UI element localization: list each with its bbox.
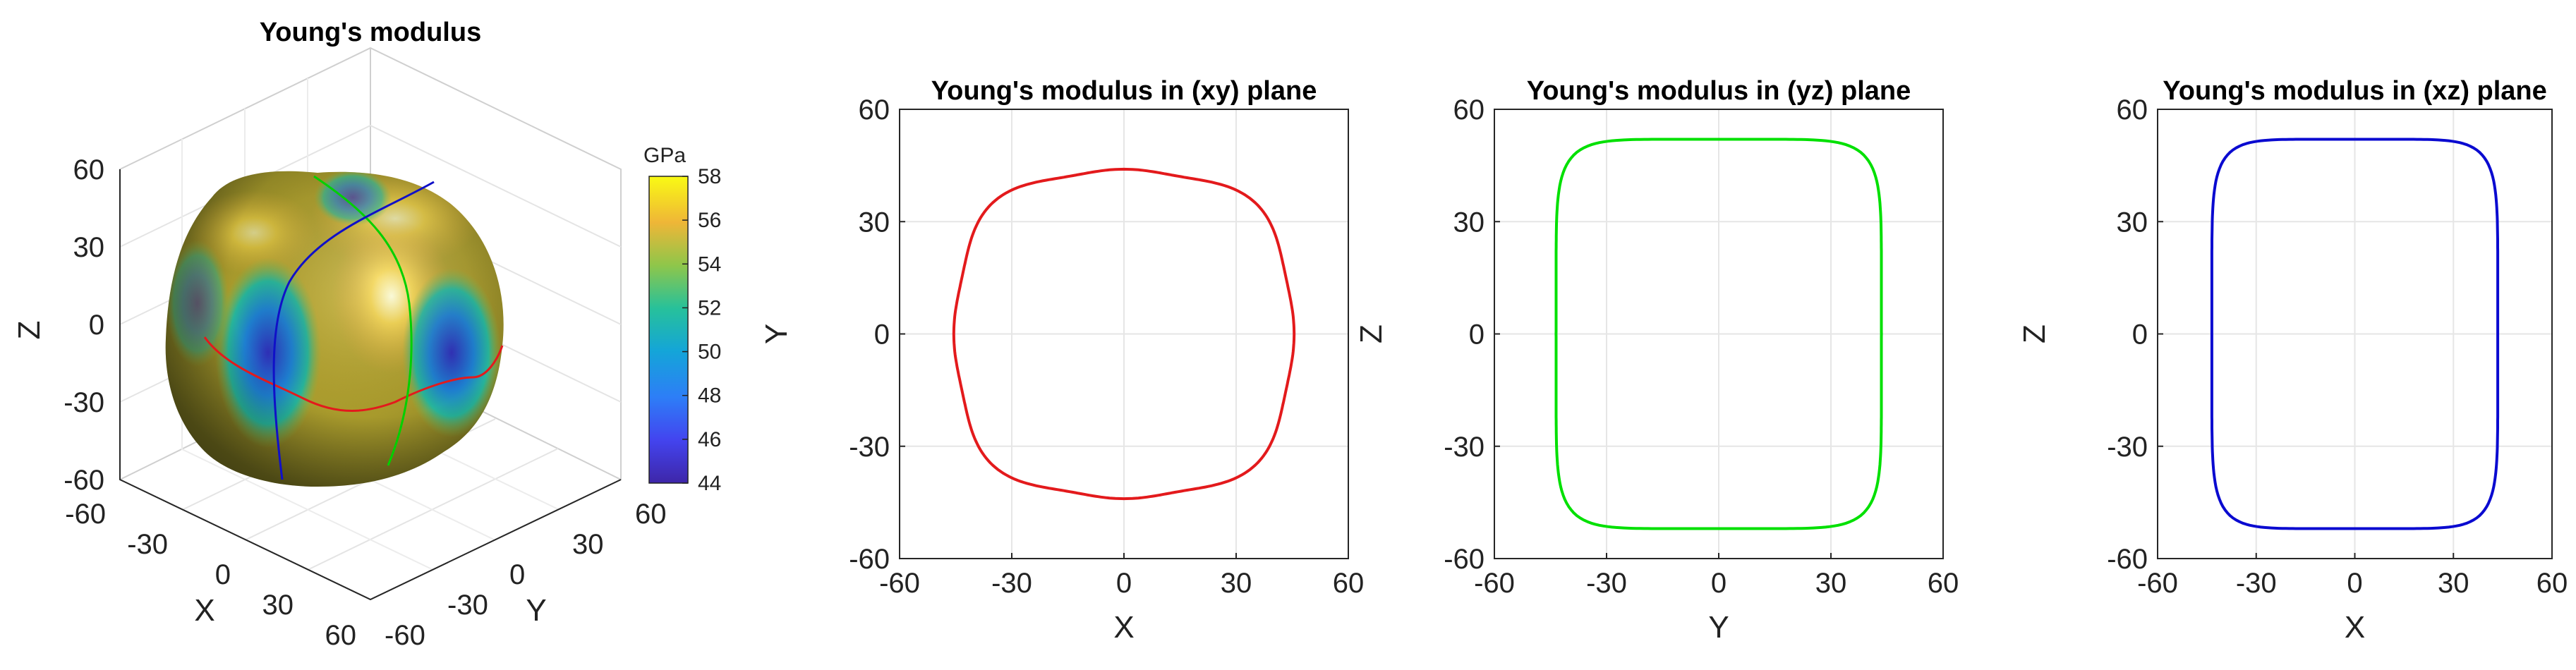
- colorbar-tick-label: 58: [698, 165, 721, 188]
- x-tick-label: -30: [2236, 568, 2277, 599]
- y-tick-label: -30: [2107, 432, 2148, 463]
- x-tick-label: 0: [1711, 568, 1727, 599]
- x-axis-label: X: [1113, 610, 1134, 645]
- y-tick-label: 60: [859, 95, 890, 126]
- y-tick-label: 30: [572, 529, 604, 560]
- y-axis-ticks: -60 -30 0 30 60: [385, 499, 667, 651]
- colorbar-gradient: [648, 176, 689, 484]
- box-front-edges: [119, 169, 622, 601]
- colorbar-tick-label: 44: [698, 472, 721, 495]
- colorbar-tick-label: 48: [698, 384, 721, 408]
- y-tick-label: 0: [874, 319, 890, 351]
- x-tick-label: 30: [1815, 568, 1847, 599]
- x-tick-label: 0: [2347, 568, 2362, 599]
- colorbar-tick-label: 54: [698, 252, 721, 276]
- panel-title: Young's modulus in (xz) plane: [2163, 76, 2547, 106]
- panel-yz-plane: -60 -30 0 30 60 60 30 0 -30 -60 Y Z Young's modulus …: [1354, 76, 1959, 645]
- z-tick-label: 0: [89, 310, 104, 341]
- y-tick-label: 30: [2117, 207, 2148, 238]
- y-tick-label: -60: [849, 544, 890, 575]
- z-tick-label: 30: [73, 232, 105, 263]
- y-axis-label: Y: [759, 324, 794, 344]
- x-tick-label: -30: [127, 529, 168, 560]
- z-axis-ticks: 60 30 0 -30 -60: [64, 154, 104, 496]
- x-tick-label: 60: [325, 620, 357, 651]
- panel-title: Young's modulus in (xy) plane: [931, 76, 1317, 106]
- panel-xz-plane: -60 -30 0 30 60 60 30 0 -30 -60 X Z Young's modulus …: [2017, 76, 2568, 645]
- x-tick-label: 60: [2536, 568, 2568, 599]
- modulus-curve: [1554, 138, 1883, 530]
- x-axis-ticks: -60 -30 0 30 60: [65, 499, 356, 651]
- panel-3d: Young's modulus: [12, 18, 721, 651]
- y-tick-label: 30: [1453, 207, 1485, 238]
- y-tick-label: 0: [2132, 319, 2148, 351]
- colorbar: GPa 58 56 54 52 50 48 46 44: [643, 144, 721, 495]
- colorbar-tick-label: 50: [698, 341, 721, 364]
- colorbar-tick-label: 46: [698, 428, 721, 451]
- x-tick-label: -60: [1474, 568, 1515, 599]
- y-tick-label: -30: [849, 432, 890, 463]
- modulus-curve: [952, 167, 1296, 501]
- y-tick-label: 60: [635, 499, 667, 530]
- y-tick-label: -60: [2107, 544, 2148, 575]
- x-tick-label: -60: [65, 499, 106, 530]
- x-tick-label: 30: [2438, 568, 2469, 599]
- x-tick-label: -30: [991, 568, 1032, 599]
- z-tick-label: 60: [73, 154, 105, 185]
- x-tick-label: -60: [879, 568, 920, 599]
- y-axis-label: Y: [526, 593, 546, 628]
- x-tick-label: -30: [1586, 568, 1627, 599]
- y-tick-label: 0: [1469, 319, 1484, 351]
- panel-title: Young's modulus in (yz) plane: [1527, 76, 1911, 106]
- xz-plane-curve: [272, 181, 435, 480]
- y-tick-label: -60: [385, 620, 425, 651]
- x-axis-label: X: [194, 593, 214, 628]
- x-tick-label: 0: [1116, 568, 1132, 599]
- x-tick-label: 30: [1221, 568, 1252, 599]
- y-tick-label: -30: [1444, 432, 1484, 463]
- xy-plane-curve: [203, 336, 504, 412]
- y-axis-label: Z: [2017, 324, 2052, 343]
- x-tick-label: 60: [1333, 568, 1365, 599]
- modulus-curve: [2210, 138, 2500, 530]
- y-tick-label: 0: [509, 559, 525, 590]
- x-tick-label: 60: [1928, 568, 1959, 599]
- z-axis-label: Z: [12, 321, 47, 340]
- x-tick-label: 0: [215, 559, 231, 590]
- y-tick-label: 30: [859, 207, 890, 238]
- yz-plane-curve: [313, 175, 413, 466]
- y-axis-label: Z: [1354, 324, 1389, 343]
- panel-xy-plane: -60 -30 0 30 60 60 30 0 -30 -60 X Y Young's modulus …: [759, 76, 1364, 645]
- y-tick-label: -30: [447, 590, 488, 621]
- x-tick-label: -60: [2137, 568, 2178, 599]
- x-axis-label: X: [2345, 610, 2365, 645]
- youngs-modulus-surface: [165, 171, 504, 487]
- y-tick-label: 60: [2117, 95, 2148, 126]
- colorbar-unit: GPa: [643, 144, 686, 167]
- colorbar-tick-label: 52: [698, 296, 721, 319]
- panel-3d-title: Young's modulus: [260, 18, 481, 47]
- z-tick-label: -60: [64, 465, 104, 496]
- z-tick-label: -30: [64, 387, 104, 418]
- y-tick-label: 60: [1453, 95, 1485, 126]
- colorbar-tick-label: 56: [698, 209, 721, 232]
- x-tick-label: 30: [262, 590, 294, 621]
- y-tick-label: -60: [1444, 544, 1484, 575]
- x-axis-label: Y: [1708, 610, 1729, 645]
